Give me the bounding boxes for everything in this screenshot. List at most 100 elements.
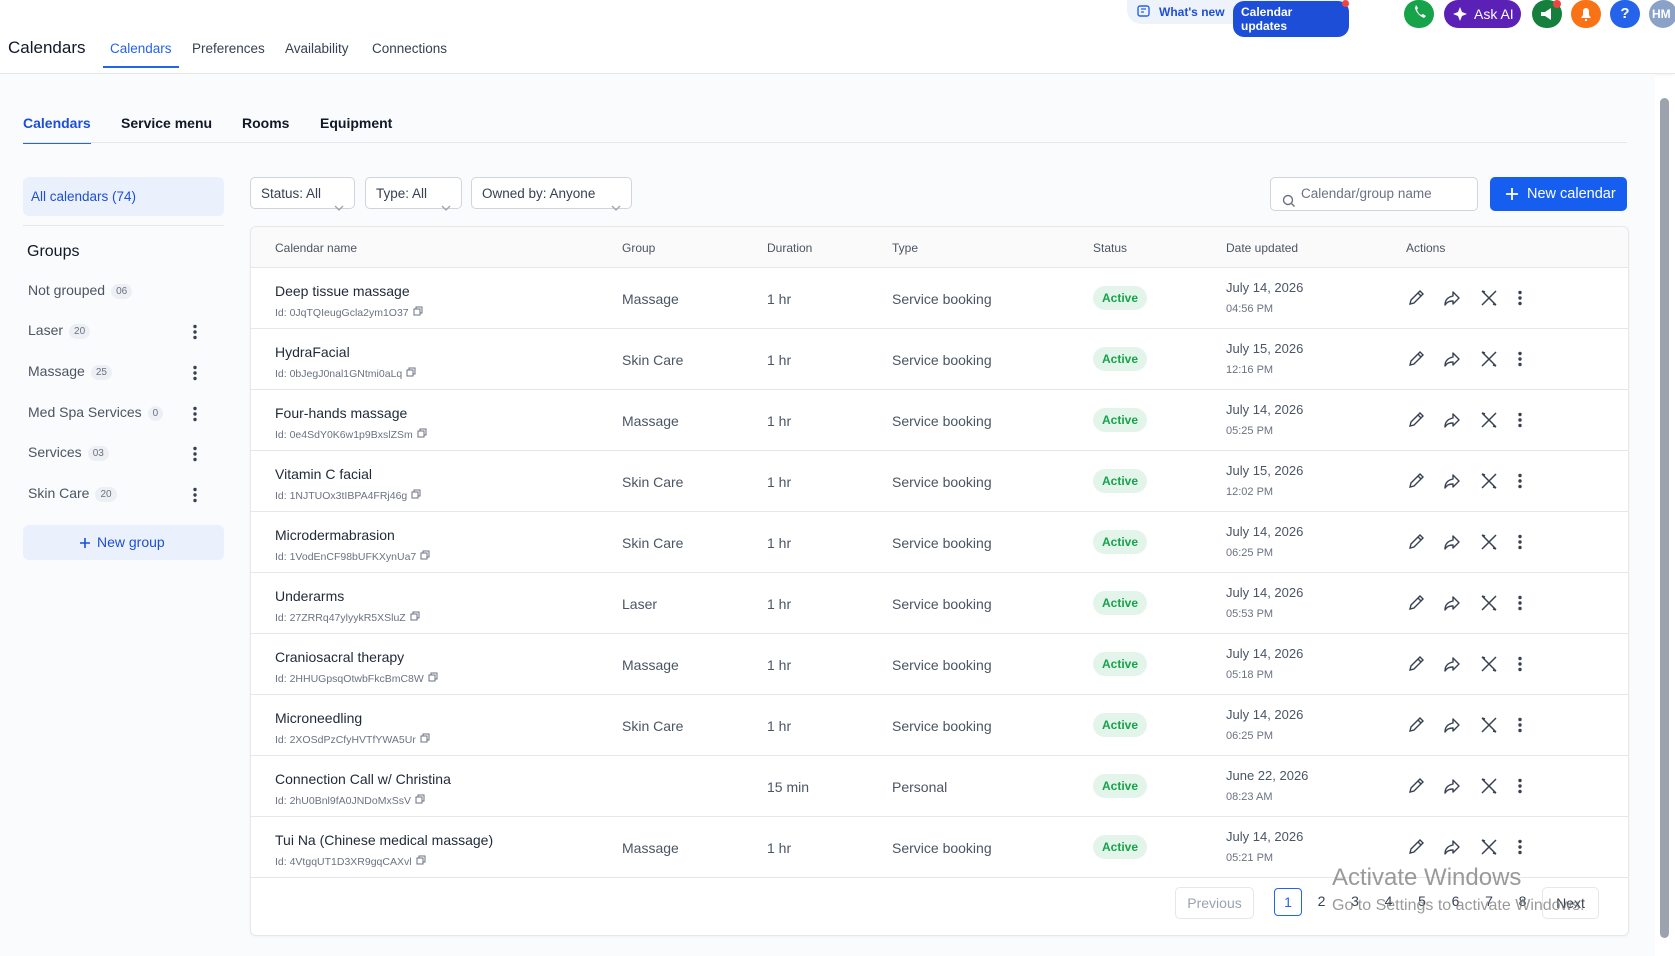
group-name[interactable]: Not grouped <box>28 282 106 298</box>
sub-tab[interactable]: Service menu <box>121 115 213 131</box>
notifications-button[interactable] <box>1571 0 1601 28</box>
top-tab[interactable]: Calendars <box>103 41 179 68</box>
table-row[interactable]: Microneedling Id: 2XOSdPzCfyHVTfYWA5Ur Ski… <box>251 694 1628 756</box>
more-action[interactable] <box>1517 839 1523 860</box>
table-row[interactable]: HydraFacial Id: 0bJegJ0nal1GNtmi0aLq Skin … <box>251 328 1628 390</box>
edit-action[interactable] <box>1406 593 1426 618</box>
edit-action[interactable] <box>1406 837 1426 862</box>
filter-dropdown[interactable]: Type: All <box>365 177 462 211</box>
table-row[interactable]: Vitamin C facial Id: 1NJTUOx3tIBPA4FRj46g… <box>251 450 1628 512</box>
whats-new[interactable]: What's new <box>1159 5 1225 19</box>
edit-action[interactable] <box>1406 471 1426 496</box>
previous-button[interactable]: Previous <box>1175 887 1254 919</box>
sub-tab[interactable]: Equipment <box>320 115 393 131</box>
share-action[interactable] <box>1442 715 1462 740</box>
table-row[interactable]: Tui Na (Chinese medical massage) Id: 4Vtg… <box>251 816 1628 878</box>
copy-icon[interactable] <box>406 611 420 624</box>
page-number[interactable]: 5 <box>1418 893 1426 909</box>
copy-icon[interactable] <box>416 550 430 563</box>
calendar-name[interactable]: Microdermabrasion <box>275 527 395 543</box>
edit-action[interactable] <box>1406 715 1426 740</box>
edit-action[interactable] <box>1406 349 1426 374</box>
group-item[interactable]: Services 03 <box>28 444 109 461</box>
group-menu[interactable] <box>192 487 198 508</box>
group-name[interactable]: Skin Care <box>28 485 90 501</box>
new-group-button[interactable]: New group <box>23 525 224 560</box>
configure-action[interactable] <box>1479 654 1499 679</box>
sub-tab[interactable]: Calendars <box>23 115 91 144</box>
calendar-name[interactable]: Connection Call w/ Christina <box>275 771 451 787</box>
edit-action[interactable] <box>1406 532 1426 557</box>
filter-label[interactable]: Type: All <box>376 186 428 201</box>
calendar-name[interactable]: Craniosacral therapy <box>275 649 405 665</box>
share-action[interactable] <box>1442 471 1462 496</box>
top-tab[interactable]: Availability <box>285 41 349 56</box>
group-name[interactable]: Med Spa Services <box>28 404 142 420</box>
copy-icon[interactable] <box>412 855 426 868</box>
more-action[interactable] <box>1517 412 1523 433</box>
group-item[interactable]: Laser 20 <box>28 322 91 339</box>
configure-action[interactable] <box>1479 532 1499 557</box>
ask-ai-button[interactable]: Ask AI <box>1444 0 1521 28</box>
filter-label[interactable]: Status: All <box>261 186 322 201</box>
configure-action[interactable] <box>1479 593 1499 618</box>
calendar-name[interactable]: Four-hands massage <box>275 405 408 421</box>
group-menu[interactable] <box>192 406 198 427</box>
group-menu[interactable] <box>192 324 198 345</box>
avatar[interactable]: HM <box>1649 0 1675 28</box>
share-action[interactable] <box>1442 349 1462 374</box>
more-action[interactable] <box>1517 351 1523 372</box>
phone-button[interactable] <box>1404 0 1434 28</box>
all-calendars[interactable]: All calendars (74) <box>23 177 224 216</box>
table-row[interactable]: Craniosacral therapy Id: 2HHUGpsqOtwbFkcB… <box>251 633 1628 695</box>
configure-action[interactable] <box>1479 288 1499 313</box>
copy-icon[interactable] <box>424 672 438 685</box>
page-number[interactable]: 2 <box>1317 893 1326 909</box>
calendar-name[interactable]: HydraFacial <box>275 344 350 360</box>
edit-action[interactable] <box>1406 288 1426 313</box>
top-tab[interactable]: Connections <box>372 41 448 56</box>
share-action[interactable] <box>1442 288 1462 313</box>
chevron[interactable] <box>334 191 344 223</box>
share-action[interactable] <box>1442 593 1462 618</box>
edit-action[interactable] <box>1406 654 1426 679</box>
filter-dropdown[interactable]: Status: All <box>250 177 355 211</box>
scroll-thumb[interactable] <box>1660 98 1669 938</box>
plus-icon[interactable] <box>79 536 91 554</box>
next-button[interactable]: Next <box>1542 887 1599 919</box>
table-row[interactable]: Connection Call w/ Christina Id: 2hU0Bnl9… <box>251 755 1628 817</box>
configure-action[interactable] <box>1479 471 1499 496</box>
copy-icon[interactable] <box>402 367 416 380</box>
share-action[interactable] <box>1442 654 1462 679</box>
more-action[interactable] <box>1517 595 1523 616</box>
table-row[interactable]: Four-hands massage Id: 0e4SdY0K6w1p9BxslZ… <box>251 389 1628 451</box>
sub-tab[interactable]: Rooms <box>242 115 290 131</box>
more-action[interactable] <box>1517 717 1523 738</box>
page-number[interactable]: 7 <box>1485 893 1493 909</box>
group-menu[interactable] <box>192 446 198 467</box>
page-number[interactable]: 3 <box>1351 893 1359 909</box>
table-row[interactable]: Deep tissue massage Id: 0JqTQIeugGcla2ym1… <box>251 267 1628 329</box>
filter-label[interactable]: Owned by: Anyone <box>482 186 596 201</box>
group-name[interactable]: Laser <box>28 322 64 338</box>
table-row[interactable]: Microdermabrasion Id: 1VodEnCF98bUFKXynUa… <box>251 511 1628 573</box>
plus-icon[interactable] <box>1505 187 1519 206</box>
calendar-name[interactable]: Deep tissue massage <box>275 283 410 299</box>
page-number[interactable]: 6 <box>1451 893 1460 909</box>
help-button[interactable]: ? <box>1610 0 1640 28</box>
configure-action[interactable] <box>1479 715 1499 740</box>
search-icon[interactable] <box>1282 188 1296 220</box>
configure-action[interactable] <box>1479 837 1499 862</box>
group-menu[interactable] <box>192 365 198 386</box>
configure-action[interactable] <box>1479 776 1499 801</box>
chevron[interactable] <box>441 191 451 223</box>
avatar-initials[interactable]: HM <box>1652 7 1671 21</box>
copy-icon[interactable] <box>411 794 425 807</box>
calendar-updates[interactable]: Calendar updates <box>1233 1 1349 37</box>
share-action[interactable] <box>1442 532 1462 557</box>
calendar-name[interactable]: Underarms <box>275 588 345 604</box>
new-group[interactable]: New group <box>97 534 165 550</box>
new-calendar[interactable]: New calendar <box>1527 186 1616 202</box>
calendar-name[interactable]: Microneedling <box>275 710 363 726</box>
share-action[interactable] <box>1442 837 1462 862</box>
